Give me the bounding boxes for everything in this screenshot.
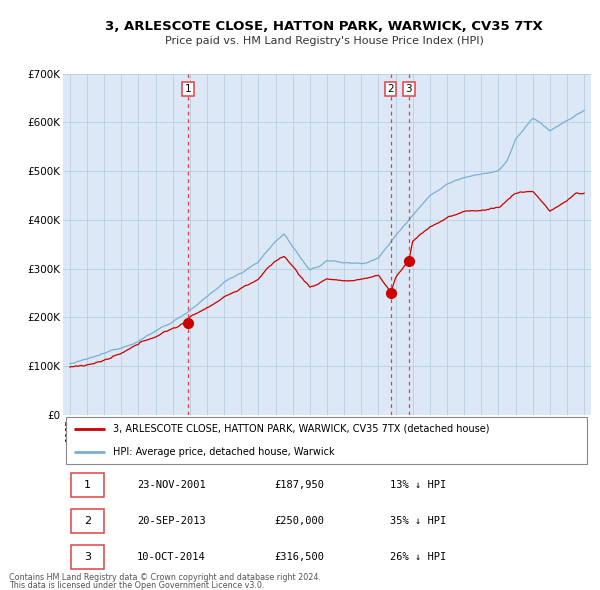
- Text: HPI: Average price, detached house, Warwick: HPI: Average price, detached house, Warw…: [113, 447, 335, 457]
- Text: 26% ↓ HPI: 26% ↓ HPI: [391, 552, 446, 562]
- Text: 1: 1: [185, 84, 191, 94]
- Text: 20-SEP-2013: 20-SEP-2013: [137, 516, 206, 526]
- FancyBboxPatch shape: [71, 509, 104, 533]
- Text: 13% ↓ HPI: 13% ↓ HPI: [391, 480, 446, 490]
- Text: Contains HM Land Registry data © Crown copyright and database right 2024.: Contains HM Land Registry data © Crown c…: [9, 572, 321, 582]
- Text: £316,500: £316,500: [274, 552, 324, 562]
- FancyBboxPatch shape: [65, 417, 587, 464]
- Text: 10-OCT-2014: 10-OCT-2014: [137, 552, 206, 562]
- Text: 2: 2: [84, 516, 91, 526]
- FancyBboxPatch shape: [71, 545, 104, 569]
- Text: 3: 3: [406, 84, 412, 94]
- Text: £250,000: £250,000: [274, 516, 324, 526]
- Text: 3: 3: [84, 552, 91, 562]
- Text: Price paid vs. HM Land Registry's House Price Index (HPI): Price paid vs. HM Land Registry's House …: [164, 37, 484, 46]
- FancyBboxPatch shape: [71, 473, 104, 497]
- Text: 2: 2: [388, 84, 394, 94]
- Text: 1: 1: [84, 480, 91, 490]
- Text: 3, ARLESCOTE CLOSE, HATTON PARK, WARWICK, CV35 7TX: 3, ARLESCOTE CLOSE, HATTON PARK, WARWICK…: [105, 20, 543, 33]
- Text: This data is licensed under the Open Government Licence v3.0.: This data is licensed under the Open Gov…: [9, 581, 265, 590]
- Text: 23-NOV-2001: 23-NOV-2001: [137, 480, 206, 490]
- Text: £187,950: £187,950: [274, 480, 324, 490]
- Text: 35% ↓ HPI: 35% ↓ HPI: [391, 516, 446, 526]
- Text: 3, ARLESCOTE CLOSE, HATTON PARK, WARWICK, CV35 7TX (detached house): 3, ARLESCOTE CLOSE, HATTON PARK, WARWICK…: [113, 424, 490, 434]
